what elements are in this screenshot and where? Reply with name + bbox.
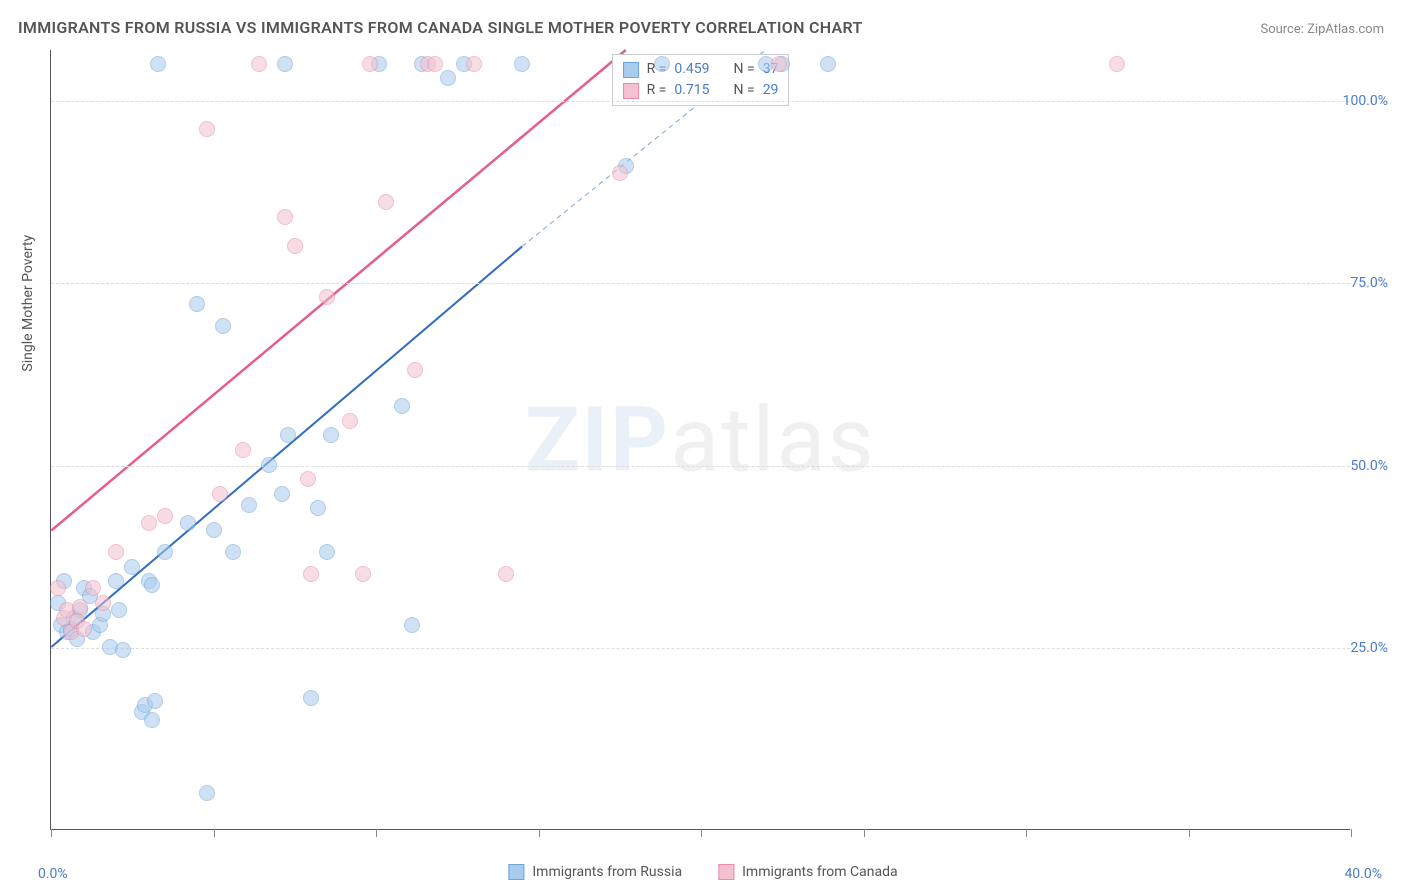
scatter-point bbox=[141, 515, 157, 531]
scatter-point bbox=[466, 56, 482, 72]
scatter-point bbox=[277, 56, 293, 72]
correlation-chart: IMMIGRANTS FROM RUSSIA VS IMMIGRANTS FRO… bbox=[0, 0, 1406, 892]
scatter-point bbox=[251, 56, 267, 72]
scatter-point bbox=[50, 580, 66, 596]
scatter-point bbox=[147, 693, 163, 709]
legend-swatch-canada bbox=[718, 864, 734, 880]
source-attribution: Source: ZipAtlas.com bbox=[1260, 22, 1384, 37]
scatter-point bbox=[206, 522, 222, 538]
legend-stats-row: R = 0.715 N = 29 bbox=[623, 80, 779, 101]
scatter-point bbox=[241, 497, 257, 513]
scatter-point bbox=[319, 289, 335, 305]
scatter-point bbox=[144, 712, 160, 728]
scatter-point bbox=[261, 457, 277, 473]
legend-item-canada: Immigrants from Canada bbox=[718, 864, 898, 880]
scatter-point bbox=[378, 194, 394, 210]
scatter-point bbox=[654, 56, 670, 72]
scatter-point bbox=[407, 362, 423, 378]
y-tick-label: 50.0% bbox=[1350, 458, 1388, 474]
scatter-point bbox=[355, 566, 371, 582]
x-axis-min-label: 0.0% bbox=[38, 866, 68, 882]
gridline bbox=[51, 101, 1350, 102]
scatter-point bbox=[235, 442, 251, 458]
scatter-point bbox=[199, 785, 215, 801]
scatter-point bbox=[498, 566, 514, 582]
x-tick bbox=[1026, 829, 1027, 837]
legend-stats-row: R = 0.459 N = 37 bbox=[623, 59, 779, 80]
scatter-point bbox=[108, 573, 124, 589]
gridline bbox=[51, 466, 1350, 467]
scatter-point bbox=[440, 70, 456, 86]
scatter-point bbox=[115, 642, 131, 658]
scatter-point bbox=[144, 577, 160, 593]
legend-swatch-russia bbox=[508, 864, 524, 880]
scatter-point bbox=[124, 559, 140, 575]
scatter-point bbox=[427, 56, 443, 72]
x-axis-max-label: 40.0% bbox=[1344, 866, 1382, 882]
x-tick bbox=[1351, 829, 1352, 837]
scatter-point bbox=[157, 508, 173, 524]
scatter-point bbox=[225, 544, 241, 560]
scatter-point bbox=[310, 500, 326, 516]
x-tick bbox=[864, 829, 865, 837]
scatter-point bbox=[157, 544, 173, 560]
scatter-point bbox=[612, 165, 628, 181]
scatter-point bbox=[771, 56, 787, 72]
y-tick-label: 100.0% bbox=[1343, 93, 1388, 109]
scatter-point bbox=[108, 544, 124, 560]
scatter-point bbox=[342, 413, 358, 429]
legend-series: Immigrants from Russia Immigrants from C… bbox=[508, 864, 897, 880]
scatter-point bbox=[300, 471, 316, 487]
x-tick bbox=[214, 829, 215, 837]
scatter-point bbox=[274, 486, 290, 502]
scatter-point bbox=[180, 515, 196, 531]
x-tick bbox=[539, 829, 540, 837]
scatter-point bbox=[215, 318, 231, 334]
scatter-point bbox=[303, 566, 319, 582]
scatter-point bbox=[404, 617, 420, 633]
chart-title: IMMIGRANTS FROM RUSSIA VS IMMIGRANTS FRO… bbox=[18, 18, 863, 37]
x-tick bbox=[701, 829, 702, 837]
gridline bbox=[51, 648, 1350, 649]
scatter-point bbox=[514, 56, 530, 72]
legend-label: Immigrants from Russia bbox=[532, 864, 682, 880]
x-tick bbox=[376, 829, 377, 837]
scatter-point bbox=[362, 56, 378, 72]
trend-lines bbox=[51, 50, 1350, 829]
scatter-point bbox=[72, 599, 88, 615]
y-axis-label: Single Mother Poverty bbox=[20, 235, 36, 372]
scatter-point bbox=[111, 602, 127, 618]
scatter-point bbox=[150, 56, 166, 72]
gridline bbox=[51, 283, 1350, 284]
legend-item-russia: Immigrants from Russia bbox=[508, 864, 682, 880]
scatter-point bbox=[212, 486, 228, 502]
scatter-point bbox=[85, 580, 101, 596]
y-tick-label: 75.0% bbox=[1350, 275, 1388, 291]
scatter-point bbox=[820, 56, 836, 72]
scatter-point bbox=[199, 121, 215, 137]
scatter-point bbox=[280, 427, 296, 443]
legend-swatch-canada bbox=[623, 83, 639, 99]
scatter-point bbox=[189, 296, 205, 312]
scatter-point bbox=[95, 595, 111, 611]
scatter-point bbox=[1109, 56, 1125, 72]
legend-swatch-russia bbox=[623, 62, 639, 78]
scatter-point bbox=[319, 544, 335, 560]
y-tick-label: 25.0% bbox=[1350, 640, 1388, 656]
x-tick bbox=[51, 829, 52, 837]
scatter-point bbox=[277, 209, 293, 225]
x-tick bbox=[1189, 829, 1190, 837]
scatter-point bbox=[303, 690, 319, 706]
legend-label: Immigrants from Canada bbox=[742, 864, 898, 880]
plot-area: ZIPatlas R = 0.459 N = 37 R = 0.715 N = … bbox=[50, 50, 1350, 830]
scatter-point bbox=[323, 427, 339, 443]
scatter-point bbox=[287, 238, 303, 254]
scatter-point bbox=[76, 621, 92, 637]
scatter-point bbox=[394, 398, 410, 414]
